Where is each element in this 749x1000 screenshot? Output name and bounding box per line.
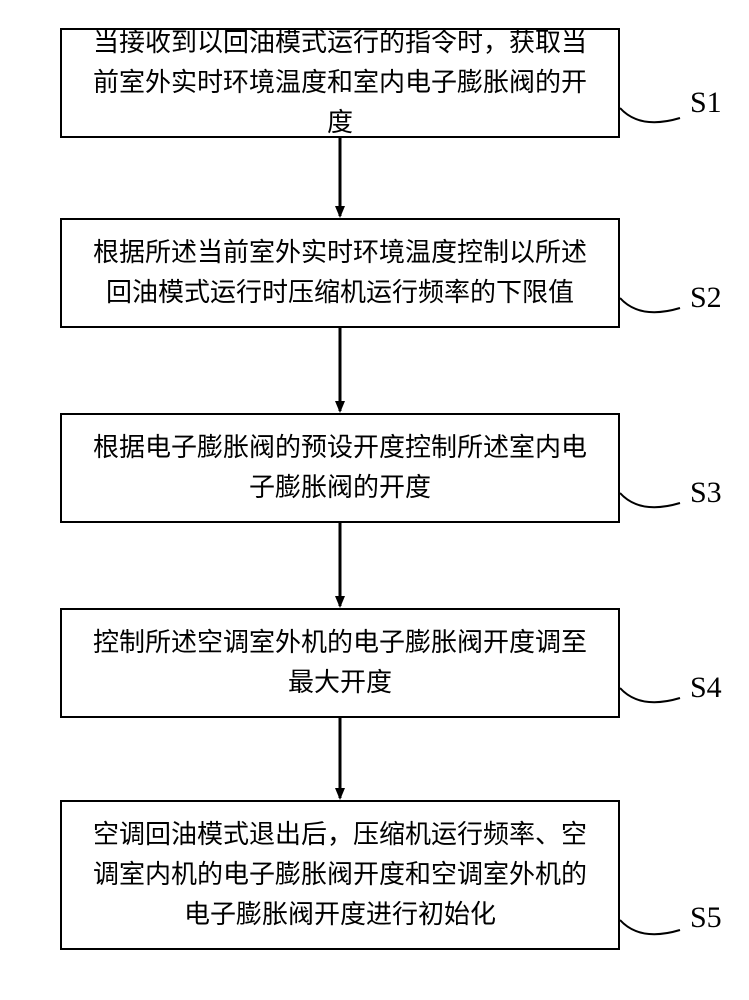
flow-step-n3: 根据电子膨胀阀的预设开度控制所述室内电子膨胀阀的开度 xyxy=(60,413,620,523)
leader-line xyxy=(620,920,680,934)
step-label-s3: S3 xyxy=(690,476,722,510)
flow-step-text: 空调回油模式退出后，压缩机运行频率、空调室内机的电子膨胀阀开度和空调室外机的电子… xyxy=(82,815,598,936)
leader-line xyxy=(620,298,680,312)
flow-step-text: 当接收到以回油模式运行的指令时，获取当前室外实时环境温度和室内电子膨胀阀的开度 xyxy=(82,23,598,144)
leader-line xyxy=(620,688,680,702)
flow-step-n5: 空调回油模式退出后，压缩机运行频率、空调室内机的电子膨胀阀开度和空调室外机的电子… xyxy=(60,800,620,950)
flow-step-text: 根据电子膨胀阀的预设开度控制所述室内电子膨胀阀的开度 xyxy=(82,428,598,509)
leader-line xyxy=(620,493,680,507)
flow-step-text: 控制所述空调室外机的电子膨胀阀开度调至最大开度 xyxy=(82,623,598,704)
step-label-s2: S2 xyxy=(690,281,722,315)
flow-step-n1: 当接收到以回油模式运行的指令时，获取当前室外实时环境温度和室内电子膨胀阀的开度 xyxy=(60,28,620,138)
step-label-s1: S1 xyxy=(690,86,722,120)
flow-step-n4: 控制所述空调室外机的电子膨胀阀开度调至最大开度 xyxy=(60,608,620,718)
step-label-s5: S5 xyxy=(690,901,722,935)
flowchart-canvas: 当接收到以回油模式运行的指令时，获取当前室外实时环境温度和室内电子膨胀阀的开度 S… xyxy=(0,0,749,1000)
leader-line xyxy=(620,108,680,122)
step-label-s4: S4 xyxy=(690,671,722,705)
flow-step-n2: 根据所述当前室外实时环境温度控制以所述回油模式运行时压缩机运行频率的下限值 xyxy=(60,218,620,328)
flow-step-text: 根据所述当前室外实时环境温度控制以所述回油模式运行时压缩机运行频率的下限值 xyxy=(82,233,598,314)
